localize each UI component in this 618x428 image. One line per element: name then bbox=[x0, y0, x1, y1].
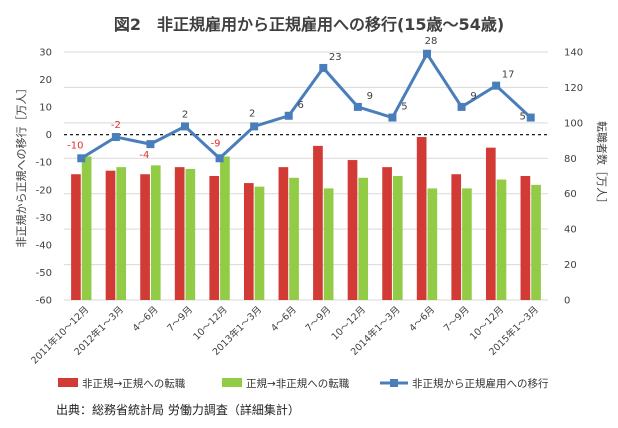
data-label: -9 bbox=[211, 138, 221, 149]
bar-nonregular-to-regular bbox=[174, 167, 185, 300]
bar-nonregular-to-regular bbox=[71, 174, 81, 300]
bar-nonregular-to-regular bbox=[209, 176, 220, 300]
source-note: 出典：総務省統計局 労働力調査（詳細集計） bbox=[56, 402, 300, 417]
data-label: 5 bbox=[401, 102, 407, 113]
data-labels: -10 -2 -4 -9 2 6 23 9 5 28 9 17 5 2 bbox=[67, 36, 526, 161]
line-marker bbox=[77, 154, 86, 163]
right-tick-label: 140 bbox=[564, 48, 583, 59]
right-axis-ticks: 140 120 100 80 60 40 20 0 bbox=[564, 48, 583, 307]
line-marker bbox=[250, 122, 259, 131]
bar-regular-to-nonregular bbox=[358, 177, 369, 300]
data-label: -2 bbox=[111, 120, 121, 131]
left-tick-label: -10 bbox=[36, 158, 52, 169]
bar-nonregular-to-regular bbox=[140, 174, 150, 300]
bar-nonregular-to-regular bbox=[520, 176, 531, 300]
bar-nonregular-to-regular bbox=[416, 137, 427, 300]
data-label: 9 bbox=[470, 91, 476, 102]
line-marker bbox=[215, 154, 224, 163]
line-marker bbox=[423, 49, 431, 58]
bar-regular-to-nonregular bbox=[116, 167, 127, 300]
bar-regular-to-nonregular bbox=[185, 168, 196, 300]
line-marker bbox=[492, 81, 501, 90]
line-marker bbox=[526, 113, 535, 122]
bar-nonregular-to-regular bbox=[278, 167, 289, 300]
left-axis-ticks: 30 20 10 0 -10 -20 -30 -40 -50 -60 bbox=[36, 48, 52, 307]
line-series bbox=[77, 49, 535, 163]
left-tick-label: -30 bbox=[36, 213, 52, 224]
left-tick-label: 0 bbox=[46, 130, 52, 141]
data-label: 17 bbox=[502, 70, 515, 81]
line-marker bbox=[388, 113, 397, 122]
line-marker bbox=[319, 63, 328, 72]
data-label: 28 bbox=[425, 36, 438, 47]
data-label: 9 bbox=[367, 91, 373, 102]
bar-nonregular-to-regular bbox=[485, 147, 496, 300]
legend-swatch-green bbox=[222, 378, 242, 387]
legend-label: 非正規から正規雇用への移行 bbox=[412, 377, 549, 390]
bar-nonregular-to-regular bbox=[105, 170, 116, 300]
bar-nonregular-to-regular bbox=[243, 183, 254, 300]
left-tick-label: -60 bbox=[36, 296, 52, 307]
right-tick-label: 0 bbox=[564, 296, 570, 307]
bar-regular-to-nonregular bbox=[220, 156, 230, 300]
left-tick-label: -40 bbox=[36, 240, 52, 251]
bar-regular-to-nonregular bbox=[150, 165, 161, 300]
bar-regular-to-nonregular bbox=[323, 188, 334, 300]
bar-series bbox=[71, 137, 541, 300]
line-marker bbox=[181, 122, 189, 131]
left-axis-title: 非正規から正規への移行［万人］ bbox=[14, 83, 28, 248]
line-marker bbox=[457, 102, 466, 111]
data-label: 2 bbox=[182, 109, 188, 120]
right-tick-label: 60 bbox=[564, 189, 577, 200]
bar-regular-to-nonregular bbox=[289, 177, 299, 300]
left-tick-label: 10 bbox=[39, 103, 52, 114]
line-marker bbox=[111, 133, 120, 142]
right-tick-label: 120 bbox=[564, 83, 583, 94]
left-tick-label: -50 bbox=[36, 268, 52, 279]
left-tick-label: 20 bbox=[39, 75, 52, 86]
right-tick-label: 20 bbox=[564, 260, 577, 271]
bar-regular-to-nonregular bbox=[531, 184, 541, 300]
line-marker bbox=[353, 102, 362, 111]
bar-nonregular-to-regular bbox=[347, 160, 358, 300]
line-marker bbox=[284, 111, 293, 120]
bar-regular-to-nonregular bbox=[462, 188, 472, 300]
data-label: 6 bbox=[298, 100, 304, 111]
bar-regular-to-nonregular bbox=[254, 186, 265, 300]
right-tick-label: 80 bbox=[564, 154, 577, 165]
chart-title: 図2 非正規雇用から正規雇用への移行(15歳〜54歳) bbox=[114, 15, 504, 34]
legend: 非正規→正規への転職 正規→非正規への転職 非正規から正規雇用への移行 bbox=[58, 377, 549, 390]
right-axis-title: 転職者数［万人］ bbox=[595, 121, 608, 209]
data-label: -4 bbox=[139, 150, 149, 161]
bar-regular-to-nonregular bbox=[392, 176, 403, 300]
right-tick-label: 40 bbox=[564, 225, 577, 236]
data-label: 2 bbox=[249, 108, 255, 119]
left-tick-label: 30 bbox=[39, 48, 52, 59]
legend-swatch-marker bbox=[390, 379, 398, 387]
left-tick-label: -20 bbox=[36, 185, 52, 196]
series-line bbox=[80, 50, 532, 161]
bar-regular-to-nonregular bbox=[496, 179, 507, 300]
right-tick-label: 100 bbox=[564, 118, 583, 129]
data-label: -10 bbox=[67, 140, 83, 151]
data-label: 23 bbox=[329, 52, 342, 63]
bar-nonregular-to-regular bbox=[313, 145, 323, 300]
line-marker bbox=[146, 140, 155, 149]
legend-label: 正規→非正規への転職 bbox=[246, 378, 350, 390]
bar-nonregular-to-regular bbox=[451, 174, 462, 300]
legend-swatch-red bbox=[58, 378, 78, 387]
bar-regular-to-nonregular bbox=[427, 188, 438, 300]
legend-label: 非正規→正規への転職 bbox=[82, 378, 186, 390]
data-label: 5 bbox=[520, 112, 526, 123]
bar-regular-to-nonregular bbox=[81, 156, 92, 300]
bar-nonregular-to-regular bbox=[382, 167, 392, 300]
